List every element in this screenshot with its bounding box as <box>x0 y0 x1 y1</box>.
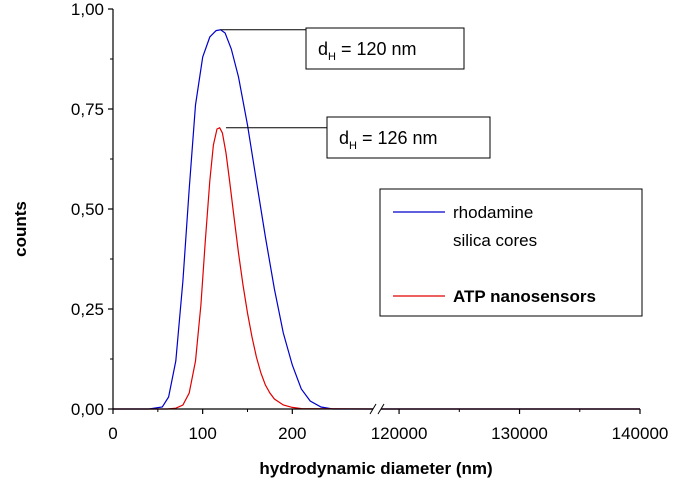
legend-label: silica cores <box>453 231 537 250</box>
annotation-box <box>326 116 491 159</box>
y-tick-label: 0,25 <box>71 300 104 319</box>
annotation-box <box>305 27 465 70</box>
legend-label: ATP nanosensors <box>453 287 596 306</box>
series-line-1 <box>113 127 374 410</box>
x-tick-label: 140000 <box>612 424 669 443</box>
x-tick-label: 100 <box>188 424 216 443</box>
annotation-label: dH = 126 nm <box>339 128 438 152</box>
x-tick-label: 120000 <box>371 424 428 443</box>
series-line-0 <box>113 29 373 410</box>
legend: rhodamine silica cores ATP nanosensors <box>379 188 643 317</box>
y-tick-label: 0,00 <box>71 400 104 419</box>
x-tick-label: 0 <box>108 424 117 443</box>
y-tick-label: 0,75 <box>71 100 104 119</box>
legend-box <box>379 188 643 317</box>
axis-break-slash <box>369 403 377 415</box>
x-axis-title: hydrodynamic diameter (nm) <box>259 459 492 478</box>
y-tick-label: 1,00 <box>71 0 104 19</box>
x-tick-label: 130000 <box>491 424 548 443</box>
y-axis-title: counts <box>11 201 30 257</box>
axis-break-mark <box>369 403 385 415</box>
legend-label: rhodamine <box>453 203 533 222</box>
y-tick-label: 0,50 <box>71 200 104 219</box>
annotation-label: dH = 120 nm <box>318 39 417 63</box>
axis-break-slash <box>377 403 385 415</box>
x-tick-label: 200 <box>278 424 306 443</box>
